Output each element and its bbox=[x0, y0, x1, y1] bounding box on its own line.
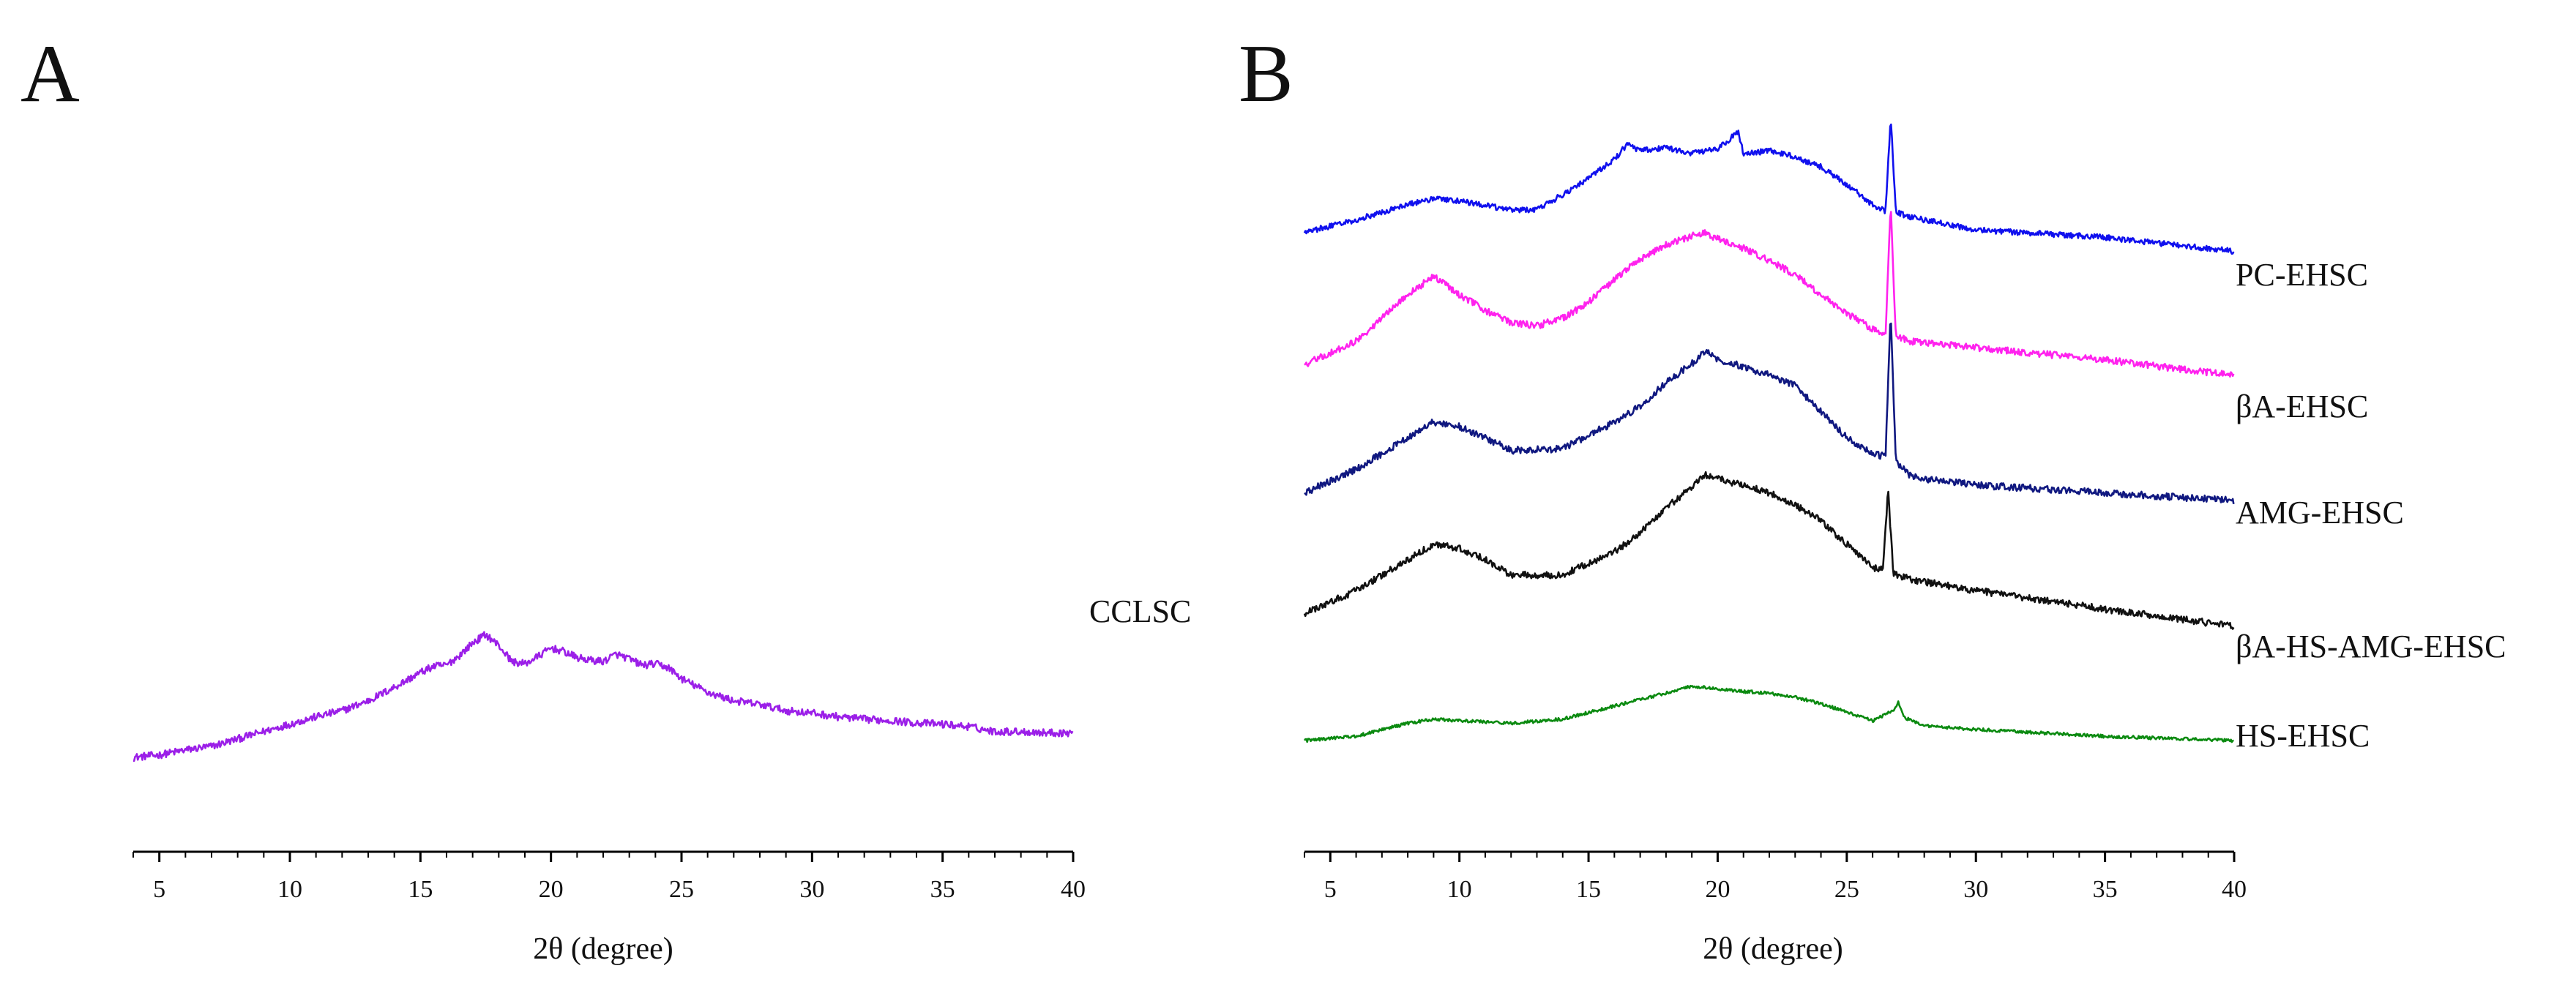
panel-b-series-amg-ehsc bbox=[1304, 322, 2235, 505]
panel-b-label-amg-ehsc: AMG-EHSC bbox=[2236, 495, 2404, 531]
panel-b-x-tick-label: 40 bbox=[2222, 876, 2247, 903]
panel-b-letter: B bbox=[1239, 29, 1293, 119]
panel-b-x-axis-title: 2θ (degree) bbox=[1703, 932, 1843, 966]
panel-b-x-tick-label: 20 bbox=[1705, 876, 1730, 903]
panel-a-x-tick-label: 25 bbox=[669, 876, 694, 903]
panel-a-x-tick-label: 15 bbox=[408, 876, 433, 903]
panel-a-x-ticks: 5 10 15 20 25 30 35 40 bbox=[132, 852, 1086, 903]
panel-a-series-labels: CCLSC bbox=[1089, 593, 1191, 629]
panel-b-series-labels: PC-EHSC βA-EHSC AMG-EHSC βA-HS-AMG-EHSC HS-E… bbox=[2236, 257, 2506, 754]
panel-b-x-tick-label: 10 bbox=[1447, 876, 1472, 903]
panel-a-letter: A bbox=[20, 29, 80, 119]
panel-a-x-tick-label: 10 bbox=[277, 876, 302, 903]
panel-b-x-tick-label: 5 bbox=[1324, 876, 1337, 903]
panel-a: A CCLSC 5 10 15 20 25 30 35 40 2θ (degree) bbox=[20, 29, 1191, 966]
panel-b-x-tick-label: 30 bbox=[1963, 876, 1988, 903]
panel-b-series-group bbox=[1303, 123, 2235, 743]
panel-a-label-cclsc: CCLSC bbox=[1089, 593, 1191, 629]
panel-b-label-hs-ehsc: HS-EHSC bbox=[2236, 718, 2370, 754]
panel-a-x-axis-title: 2θ (degree) bbox=[533, 932, 673, 966]
panel-a-x-tick-label: 30 bbox=[799, 876, 824, 903]
panel-b-series-beta-a-ehsc bbox=[1304, 211, 2235, 378]
panel-a-series-cclsc bbox=[132, 631, 1074, 762]
panel-b-x-tick-label: 15 bbox=[1576, 876, 1601, 903]
panel-b-x-tick-label: 25 bbox=[1834, 876, 1859, 903]
panel-a-x-tick-label: 40 bbox=[1061, 876, 1086, 903]
panel-b-label-beta-a-hs-amg-ehsc: βA-HS-AMG-EHSC bbox=[2236, 629, 2506, 664]
panel-b-x-ticks: 5 10 15 20 25 30 35 40 bbox=[1304, 852, 2247, 903]
panel-a-series-group bbox=[132, 631, 1074, 762]
panel-b-x-tick-label: 35 bbox=[2093, 876, 2118, 903]
panel-b-series-pc-ehsc bbox=[1303, 123, 2235, 255]
panel-a-x-tick-label: 35 bbox=[930, 876, 955, 903]
panel-b: B PC-EHSC βA-EHSC AMG-EHSC βA-HS-AMG-EHSC HS… bbox=[1239, 29, 2506, 966]
panel-b-series-hs-ehsc bbox=[1303, 684, 2235, 743]
panel-b-label-beta-a-ehsc: βA-EHSC bbox=[2236, 389, 2368, 424]
panel-a-x-tick-label: 5 bbox=[153, 876, 165, 903]
panel-b-series-beta-a-hs-amg-ehsc bbox=[1303, 471, 2235, 630]
panel-a-x-tick-label: 20 bbox=[539, 876, 564, 903]
panel-b-label-pc-ehsc: PC-EHSC bbox=[2236, 257, 2368, 293]
